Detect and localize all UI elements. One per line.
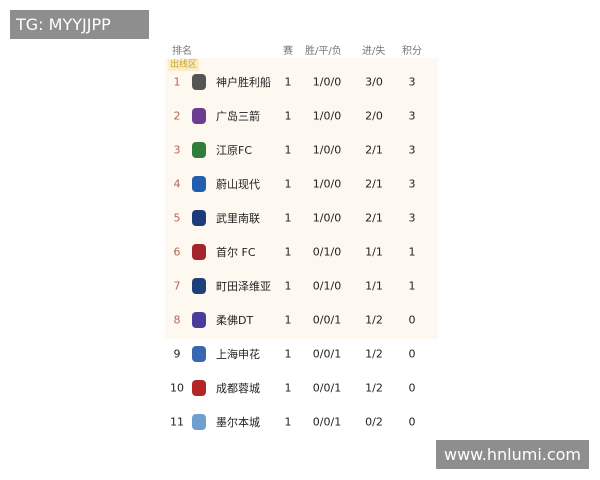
points-cell: 0 <box>408 381 416 395</box>
played-cell: 1 <box>284 347 292 361</box>
table-row[interactable]: 8 柔佛DT 1 0/0/1 1/2 0 <box>165 303 438 337</box>
played-cell: 1 <box>284 415 292 429</box>
table-row[interactable]: 3 江原FC 1 1/0/0 2/1 3 <box>165 133 438 167</box>
table-row[interactable]: 4 蔚山现代 1 1/0/0 2/1 3 <box>165 167 438 201</box>
rank-cell: 8 <box>173 313 181 327</box>
rank-cell: 10 <box>170 381 184 395</box>
rank-cell: 7 <box>173 279 181 293</box>
team-logo-icon <box>192 210 206 226</box>
points-cell: 3 <box>408 75 416 89</box>
points-cell: 0 <box>408 415 416 429</box>
zone-label: 出线区 <box>168 59 200 71</box>
wdl-cell: 0/0/1 <box>312 381 342 395</box>
rank-cell: 3 <box>173 143 181 157</box>
goals-cell: 1/1 <box>365 245 383 259</box>
goals-cell: 0/2 <box>365 415 383 429</box>
played-cell: 1 <box>284 279 292 293</box>
team-name: 首尔 FC <box>216 246 256 259</box>
team-name: 广岛三箭 <box>216 110 260 123</box>
rank-cell: 6 <box>173 245 181 259</box>
points-cell: 3 <box>408 143 416 157</box>
team-name: 江原FC <box>216 144 253 157</box>
team-name: 蔚山现代 <box>216 178 260 191</box>
played-cell: 1 <box>284 75 292 89</box>
wdl-cell: 0/1/0 <box>312 245 342 259</box>
wdl-cell: 0/0/1 <box>312 415 342 429</box>
goals-cell: 2/0 <box>365 109 383 123</box>
points-cell: 3 <box>408 177 416 191</box>
points-cell: 0 <box>408 313 416 327</box>
team-name: 墨尔本城 <box>216 416 260 429</box>
goals-cell: 1/2 <box>365 313 383 327</box>
wdl-cell: 0/1/0 <box>312 279 342 293</box>
points-cell: 3 <box>408 109 416 123</box>
wdl-cell: 1/0/0 <box>312 109 342 123</box>
goals-cell: 1/1 <box>365 279 383 293</box>
team-name: 神户胜利船 <box>216 76 271 89</box>
team-logo-icon <box>192 142 206 158</box>
table-row[interactable]: 2 广岛三箭 1 1/0/0 2/0 3 <box>165 99 438 133</box>
table-row[interactable]: 5 武里南联 1 1/0/0 2/1 3 <box>165 201 438 235</box>
table-row[interactable]: 10 成都蓉城 1 0/0/1 1/2 0 <box>165 371 438 405</box>
table-row[interactable]: 7 町田泽维亚 1 0/1/0 1/1 1 <box>165 269 438 303</box>
goals-cell: 1/2 <box>365 347 383 361</box>
watermark-top-left: TG: MYYJJPP <box>10 10 149 39</box>
header-rank: 排名 <box>172 46 192 57</box>
points-cell: 3 <box>408 211 416 225</box>
points-cell: 0 <box>408 347 416 361</box>
team-name: 成都蓉城 <box>216 382 260 395</box>
rank-cell: 2 <box>173 109 181 123</box>
wdl-cell: 0/0/1 <box>312 347 342 361</box>
wdl-cell: 1/0/0 <box>312 75 342 89</box>
wdl-cell: 1/0/0 <box>312 177 342 191</box>
table-row[interactable]: 9 上海申花 1 0/0/1 1/2 0 <box>165 337 438 371</box>
team-name: 武里南联 <box>216 212 260 225</box>
team-name: 柔佛DT <box>216 314 254 327</box>
team-logo-icon <box>192 278 206 294</box>
header-played: 赛 <box>283 46 293 57</box>
qualification-zone <box>165 58 438 339</box>
team-logo-icon <box>192 346 206 362</box>
team-logo-icon <box>192 244 206 260</box>
goals-cell: 1/2 <box>365 381 383 395</box>
points-cell: 1 <box>408 279 416 293</box>
rank-cell: 1 <box>173 75 181 89</box>
goals-cell: 2/1 <box>365 143 383 157</box>
table-row[interactable]: 6 首尔 FC 1 0/1/0 1/1 1 <box>165 235 438 269</box>
team-name: 町田泽维亚 <box>216 280 271 293</box>
goals-cell: 2/1 <box>365 177 383 191</box>
table-row[interactable]: 1 神户胜利船 1 1/0/0 3/0 3 <box>165 65 438 99</box>
team-logo-icon <box>192 380 206 396</box>
played-cell: 1 <box>284 381 292 395</box>
team-name: 上海申花 <box>216 348 260 361</box>
points-cell: 1 <box>408 245 416 259</box>
team-logo-icon <box>192 74 206 90</box>
played-cell: 1 <box>284 313 292 327</box>
team-logo-icon <box>192 312 206 328</box>
team-logo-icon <box>192 108 206 124</box>
played-cell: 1 <box>284 109 292 123</box>
header-goals: 进/失 <box>362 46 386 57</box>
table-row[interactable]: 11 墨尔本城 1 0/0/1 0/2 0 <box>165 405 438 439</box>
rank-cell: 5 <box>173 211 181 225</box>
played-cell: 1 <box>284 143 292 157</box>
header-wdl: 胜/平/负 <box>305 46 342 57</box>
played-cell: 1 <box>284 245 292 259</box>
watermark-bottom-right: www.hnlumi.com <box>436 440 589 469</box>
team-logo-icon <box>192 176 206 192</box>
header-points: 积分 <box>402 46 422 57</box>
played-cell: 1 <box>284 211 292 225</box>
wdl-cell: 0/0/1 <box>312 313 342 327</box>
team-logo-icon <box>192 414 206 430</box>
wdl-cell: 1/0/0 <box>312 143 342 157</box>
goals-cell: 3/0 <box>365 75 383 89</box>
rank-cell: 4 <box>173 177 181 191</box>
played-cell: 1 <box>284 177 292 191</box>
rank-cell: 9 <box>173 347 181 361</box>
rank-cell: 11 <box>170 415 184 429</box>
wdl-cell: 1/0/0 <box>312 211 342 225</box>
goals-cell: 2/1 <box>365 211 383 225</box>
